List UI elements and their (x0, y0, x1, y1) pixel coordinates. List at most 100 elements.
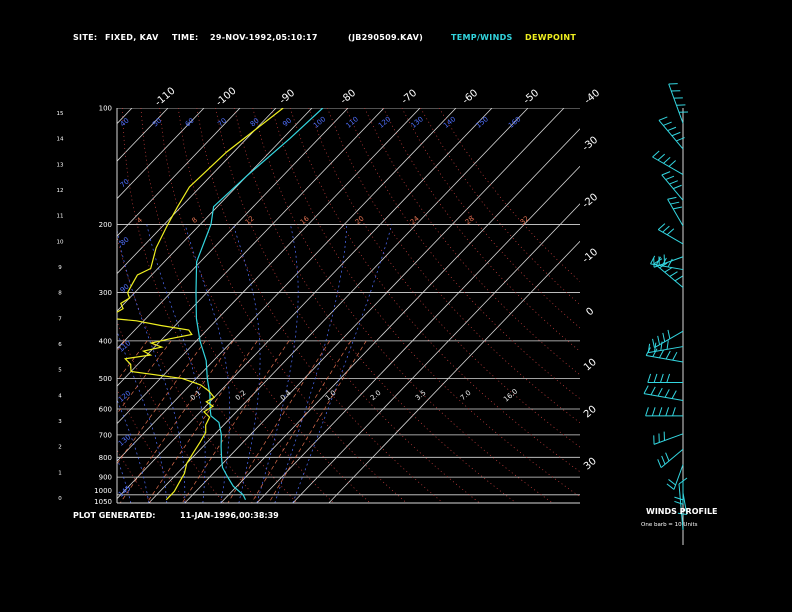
isotherm-line (117, 108, 421, 425)
mixing-ratio-line (117, 340, 172, 415)
winds-profile (643, 83, 689, 545)
wind-barb-staff (657, 229, 684, 245)
mixing-ratio-label: 4 (135, 216, 144, 225)
mixing-ratio-label: 0.4 (279, 388, 293, 402)
isotherm-line (117, 108, 133, 125)
isotherm-line (148, 108, 529, 503)
dry-adiabat (364, 108, 580, 376)
theta-label: 110 (117, 339, 132, 354)
wind-barb-flag (665, 175, 675, 181)
moist-adiabat (184, 224, 231, 503)
wind-barb-flag (669, 180, 678, 185)
wind-barb-flag (673, 206, 683, 210)
wind-barb-flag (668, 479, 676, 486)
height-tick-label: 10 (57, 239, 64, 245)
theta-label: 160 (507, 115, 522, 130)
mixing-ratio-line (117, 340, 206, 465)
wind-barb-flag (670, 201, 680, 205)
wind-barb-flag (677, 512, 687, 516)
dry-adiabat (0, 108, 5, 503)
mixing-ratio-line (181, 340, 290, 503)
wind-barb-flag (668, 160, 677, 167)
axis-labels: 1002003004005006007008009001000105001234… (57, 86, 603, 506)
isotherm-line (184, 108, 565, 503)
wind-barb-flag (673, 184, 682, 190)
wind-barb-flag (661, 455, 666, 465)
wind-legend-barb (678, 483, 684, 531)
isotherm-top-label: -100 (214, 86, 238, 109)
time-value: 29-NOV-1992,05:10:17 (210, 33, 318, 42)
theta-label: 90 (119, 283, 131, 295)
isotherm-line (0, 108, 96, 503)
wind-barb-flag (652, 338, 655, 348)
wind-barb-flag (657, 153, 666, 161)
isotherm-right-label: 0 (584, 306, 596, 319)
wind-barb-flag (674, 496, 684, 501)
wind-barb-flag (643, 385, 649, 394)
wind-barb-flag (666, 483, 675, 490)
moist-adiabat (292, 224, 393, 503)
isotherm-top-label: -110 (153, 86, 177, 109)
legend-temp-winds: TEMP/WINDS (451, 33, 513, 42)
dry-adiabat (1, 108, 78, 503)
dry-adiabat (345, 108, 580, 400)
pressure-tick-label: 1050 (94, 498, 112, 506)
height-tick-label: 12 (57, 188, 64, 194)
dry-adiabat (23, 108, 115, 503)
pressure-tick-label: 700 (99, 431, 112, 439)
height-tick-label: 11 (57, 214, 64, 220)
mixing-ratio-label: 3.5 (414, 389, 428, 402)
height-tick-label: 6 (58, 342, 62, 348)
wind-barb-staff (673, 464, 684, 490)
legend-dewpoint: DEWPOINT (525, 33, 577, 42)
file-id: (JB290509.KAV) (348, 33, 424, 42)
wind-barb-flag (659, 373, 664, 383)
mixing-ratio-line (119, 340, 234, 503)
mixing-ratio-label: 8 (190, 216, 199, 225)
wind-barb-flag (674, 275, 683, 282)
isotherm-top-label: -40 (583, 88, 603, 107)
wind-barb-flag (671, 390, 677, 399)
height-tick-label: 3 (58, 419, 62, 425)
plot-generated-value: 11-JAN-1996,00:38:39 (180, 511, 279, 520)
isotherm-line (0, 108, 24, 503)
isotherm-line (117, 108, 349, 350)
wind-barb-flag (647, 373, 652, 383)
height-tick-label: 15 (57, 111, 64, 117)
wind-barb-flag (645, 407, 649, 417)
wind-barb-flag (667, 196, 677, 200)
wind-barb-staff (661, 174, 684, 201)
dry-adiabat (121, 108, 298, 503)
wind-barb-flag (665, 407, 670, 417)
isotherm-line (117, 108, 385, 387)
isotherm-right-label: -20 (581, 192, 601, 211)
dry-adiabat (177, 108, 407, 503)
mixing-ratio-label: 32 (519, 215, 531, 227)
winds-profile-title: WINDS PROFILE (646, 507, 718, 516)
isotherm-line (328, 240, 580, 503)
plot-frame (116, 108, 580, 504)
wind-barb-flag (661, 257, 667, 267)
dry-adiabat (382, 108, 580, 352)
sounding-series (117, 108, 324, 501)
wind-barb-flag (657, 387, 663, 397)
theta-label: 110 (345, 115, 360, 130)
theta-label: 145 (117, 484, 132, 499)
wind-barb-flag (664, 389, 670, 398)
dry-adiabat (401, 108, 580, 329)
height-tick-label: 0 (58, 496, 62, 502)
time-label: TIME: (172, 33, 199, 42)
wind-barb-flag (657, 335, 661, 345)
pressure-tick-label: 300 (99, 289, 112, 297)
theta-label: 70 (216, 117, 228, 129)
isotherm-top-label: -80 (339, 88, 359, 107)
wind-barb-flag (663, 156, 671, 164)
wind-barb-staff (667, 199, 684, 227)
wind-legend-barb (678, 477, 688, 485)
wind-barb-flag (657, 223, 666, 230)
mixing-ratio-label: 0.1 (189, 389, 203, 402)
mixing-ratio-line (227, 340, 330, 503)
dry-adiabat (271, 108, 580, 498)
wind-barb-flag (660, 341, 663, 351)
theta-label: 60 (184, 117, 196, 129)
